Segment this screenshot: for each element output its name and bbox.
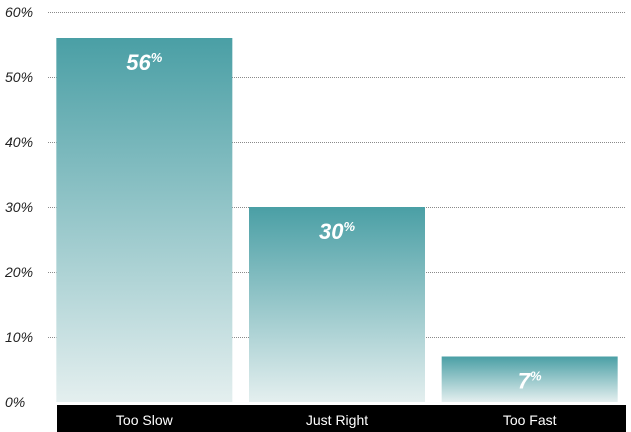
- bars: 56%30%7%: [56, 38, 618, 402]
- y-tick-label: 0%: [5, 394, 25, 410]
- bar-too-fast: [441, 356, 618, 402]
- bar-too-slow: [56, 38, 233, 402]
- bar-value-suffix: %: [151, 50, 163, 65]
- y-axis-tick-labels: 0% 10% 20% 30% 40% 50% 60%: [4, 4, 33, 410]
- category-band-background: [57, 405, 626, 432]
- bar-value-suffix: %: [343, 219, 355, 234]
- category-label: Too Slow: [116, 412, 174, 428]
- bar-value-number: 56: [126, 50, 151, 75]
- bar-value-number: 7: [518, 369, 532, 394]
- y-tick-label: 10%: [5, 329, 33, 345]
- category-band: Too Slow Just Right Too Fast: [57, 405, 626, 432]
- y-tick-label: 40%: [5, 134, 33, 150]
- y-tick-label: 50%: [5, 69, 33, 85]
- bar-value-label: 7%: [518, 369, 542, 394]
- category-label: Just Right: [306, 412, 368, 428]
- y-tick-label: 60%: [5, 4, 33, 20]
- bar-value-label: 56%: [126, 50, 162, 75]
- category-label: Too Fast: [503, 412, 557, 428]
- bar-just-right: [249, 207, 425, 402]
- y-tick-label: 20%: [4, 264, 33, 280]
- y-tick-label: 30%: [5, 199, 33, 215]
- bar-value-suffix: %: [530, 369, 542, 384]
- bar-value-label: 30%: [319, 219, 355, 244]
- bar-value-number: 30: [319, 219, 344, 244]
